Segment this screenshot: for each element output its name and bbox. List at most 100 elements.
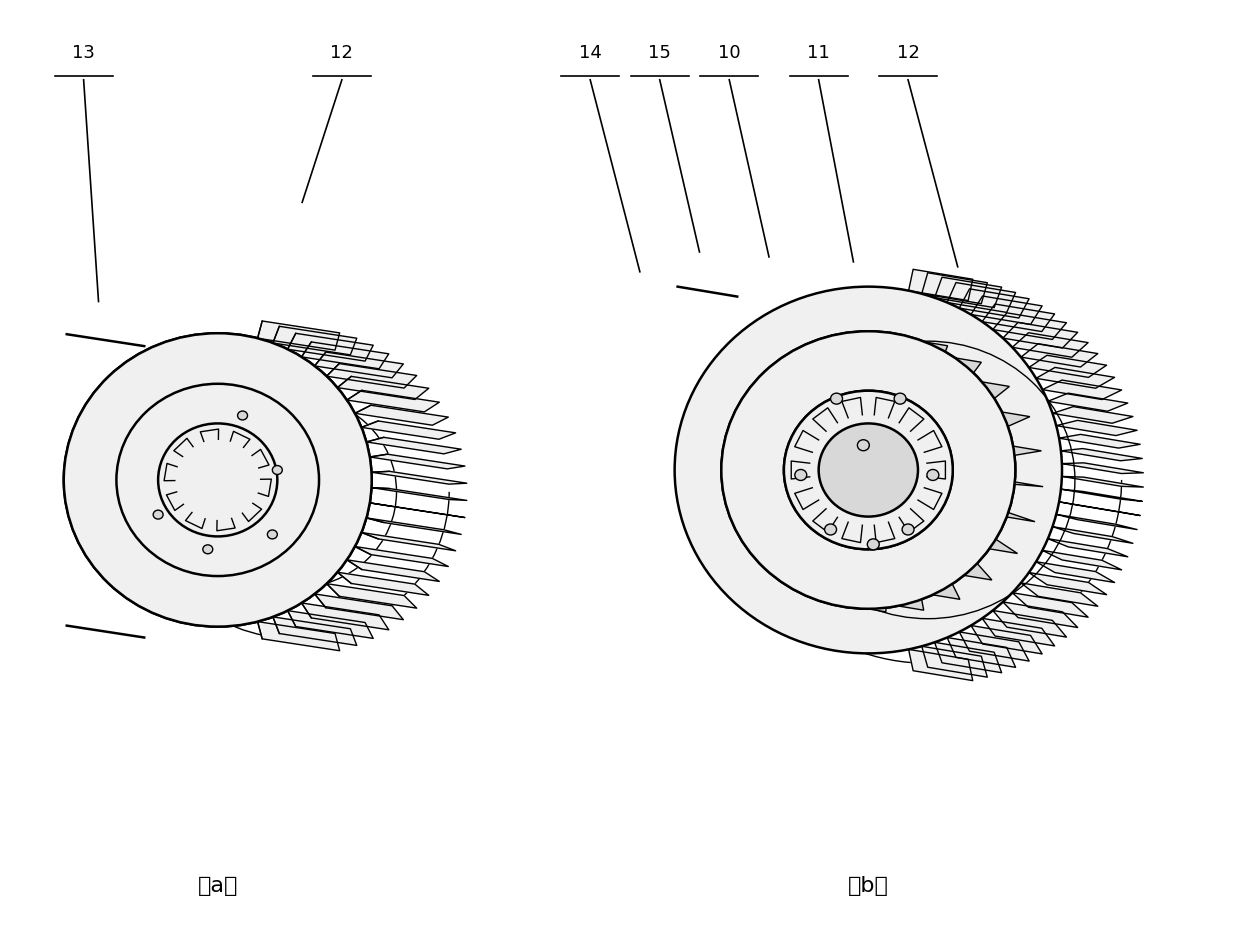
Polygon shape xyxy=(818,334,849,376)
Polygon shape xyxy=(968,488,1012,517)
Text: 12: 12 xyxy=(897,43,920,61)
Polygon shape xyxy=(887,568,924,610)
Polygon shape xyxy=(361,532,455,551)
Polygon shape xyxy=(1053,407,1133,423)
Ellipse shape xyxy=(159,423,278,536)
Polygon shape xyxy=(367,437,461,454)
Polygon shape xyxy=(1043,380,1122,399)
Ellipse shape xyxy=(154,511,164,519)
Polygon shape xyxy=(1053,527,1133,544)
Ellipse shape xyxy=(238,411,248,420)
Polygon shape xyxy=(785,346,823,388)
Polygon shape xyxy=(1037,367,1115,388)
Polygon shape xyxy=(909,269,972,300)
Polygon shape xyxy=(904,341,947,381)
Polygon shape xyxy=(1029,355,1106,378)
Polygon shape xyxy=(982,618,1054,646)
Polygon shape xyxy=(273,326,357,355)
Polygon shape xyxy=(315,593,403,620)
Polygon shape xyxy=(737,512,781,548)
Text: （b）: （b） xyxy=(848,876,889,896)
Polygon shape xyxy=(372,488,466,500)
Polygon shape xyxy=(968,423,1012,452)
Polygon shape xyxy=(301,603,389,630)
Polygon shape xyxy=(1037,561,1115,582)
Polygon shape xyxy=(1021,344,1097,367)
Polygon shape xyxy=(785,552,823,594)
Ellipse shape xyxy=(901,524,914,535)
Polygon shape xyxy=(1061,489,1142,501)
Polygon shape xyxy=(973,459,1013,481)
Polygon shape xyxy=(914,346,951,388)
Polygon shape xyxy=(723,459,763,481)
Polygon shape xyxy=(914,560,960,599)
Polygon shape xyxy=(725,488,769,517)
Polygon shape xyxy=(326,584,417,609)
Polygon shape xyxy=(1056,420,1137,435)
Text: （a）: （a） xyxy=(197,876,238,896)
Polygon shape xyxy=(914,552,951,594)
Polygon shape xyxy=(288,333,373,361)
Polygon shape xyxy=(856,570,889,612)
Ellipse shape xyxy=(894,393,906,404)
Polygon shape xyxy=(1012,593,1087,617)
Polygon shape xyxy=(993,610,1066,637)
Ellipse shape xyxy=(268,530,278,539)
Polygon shape xyxy=(347,390,439,412)
Polygon shape xyxy=(960,632,1029,661)
Polygon shape xyxy=(993,313,1066,339)
Ellipse shape xyxy=(63,333,372,626)
Ellipse shape xyxy=(784,391,952,549)
Polygon shape xyxy=(337,572,429,595)
Ellipse shape xyxy=(928,469,939,480)
Polygon shape xyxy=(929,357,981,393)
Ellipse shape xyxy=(831,393,842,404)
Polygon shape xyxy=(960,289,1029,318)
Polygon shape xyxy=(955,392,1001,428)
Polygon shape xyxy=(965,412,1030,432)
Polygon shape xyxy=(1059,502,1141,515)
Polygon shape xyxy=(326,364,417,388)
Polygon shape xyxy=(725,423,769,452)
Polygon shape xyxy=(973,479,1043,487)
Polygon shape xyxy=(887,564,918,606)
Polygon shape xyxy=(887,334,918,376)
Polygon shape xyxy=(935,277,1002,308)
Ellipse shape xyxy=(675,286,1061,654)
Polygon shape xyxy=(1012,333,1087,357)
Polygon shape xyxy=(972,446,1042,458)
Polygon shape xyxy=(955,528,1018,554)
Polygon shape xyxy=(947,283,1016,313)
Text: 11: 11 xyxy=(807,43,830,61)
Polygon shape xyxy=(1056,514,1137,529)
Ellipse shape xyxy=(867,539,879,550)
Polygon shape xyxy=(367,518,461,534)
Text: 10: 10 xyxy=(718,43,740,61)
Ellipse shape xyxy=(273,465,283,475)
Polygon shape xyxy=(856,570,880,607)
Polygon shape xyxy=(1061,448,1142,461)
Text: 14: 14 xyxy=(579,43,601,61)
Polygon shape xyxy=(315,352,403,378)
Polygon shape xyxy=(935,642,1002,673)
Polygon shape xyxy=(1003,322,1078,348)
Polygon shape xyxy=(758,534,800,575)
Polygon shape xyxy=(337,377,429,399)
Polygon shape xyxy=(288,610,373,639)
Polygon shape xyxy=(301,342,389,368)
Ellipse shape xyxy=(154,511,164,519)
Polygon shape xyxy=(1061,477,1143,487)
Polygon shape xyxy=(1048,539,1127,557)
Polygon shape xyxy=(1003,602,1078,627)
Polygon shape xyxy=(936,365,980,406)
Polygon shape xyxy=(1043,550,1122,570)
Ellipse shape xyxy=(722,332,1016,609)
Polygon shape xyxy=(936,534,980,575)
Ellipse shape xyxy=(268,530,278,539)
Polygon shape xyxy=(818,564,849,606)
Ellipse shape xyxy=(818,423,918,516)
Polygon shape xyxy=(355,546,449,566)
Ellipse shape xyxy=(238,411,248,420)
Polygon shape xyxy=(370,503,465,517)
Polygon shape xyxy=(878,333,910,376)
